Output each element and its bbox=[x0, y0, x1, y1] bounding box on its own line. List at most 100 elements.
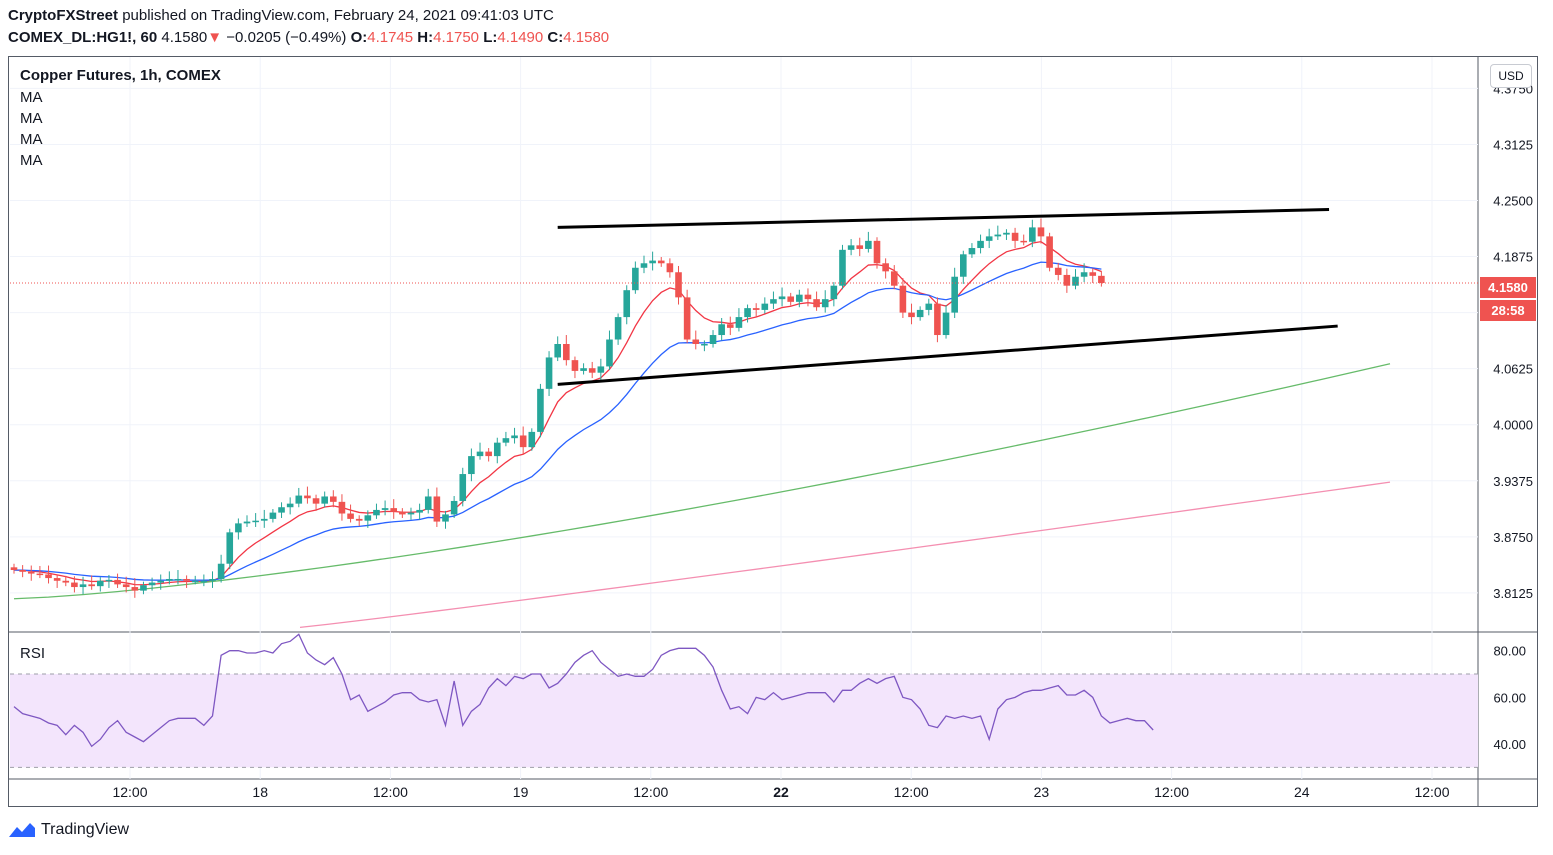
candle-body bbox=[640, 263, 648, 268]
candle-body bbox=[459, 474, 467, 501]
candle-body bbox=[53, 578, 61, 581]
price-tick-label: 4.0000 bbox=[1493, 418, 1533, 433]
symbol: COMEX_DL:HG1!, 60 bbox=[8, 29, 158, 46]
candle-body bbox=[890, 271, 898, 286]
candle-body bbox=[105, 579, 113, 582]
candle-body bbox=[847, 245, 855, 250]
price-tick-label: 3.8125 bbox=[1493, 586, 1533, 601]
candle-body bbox=[942, 312, 950, 336]
candle-body bbox=[45, 574, 52, 579]
candle-body bbox=[692, 339, 700, 344]
candle-body bbox=[778, 296, 786, 300]
candle-body bbox=[252, 520, 259, 523]
ma-legend-4[interactable]: MA bbox=[20, 152, 43, 169]
candle-body bbox=[882, 263, 889, 272]
tradingview-logo[interactable]: TradingView bbox=[8, 821, 129, 839]
candle-body bbox=[675, 272, 682, 298]
moving-average-line bbox=[13, 240, 1102, 586]
candle-body bbox=[191, 580, 199, 583]
candle-body bbox=[1020, 240, 1028, 243]
channel-lower-trendline bbox=[557, 324, 1338, 386]
candle-body bbox=[71, 582, 78, 588]
candle-body bbox=[968, 248, 976, 255]
candle-body bbox=[416, 509, 423, 513]
candle-body bbox=[468, 456, 475, 475]
price-tick-label: 4.3125 bbox=[1493, 137, 1533, 152]
candle-body bbox=[960, 254, 967, 277]
candle-body bbox=[450, 500, 458, 515]
candle-body bbox=[295, 495, 303, 504]
candle-body bbox=[813, 299, 820, 308]
candle-body bbox=[217, 563, 225, 579]
candle-body bbox=[131, 587, 139, 591]
candle-body bbox=[502, 438, 510, 443]
candle-body bbox=[683, 297, 691, 340]
candle-body bbox=[1011, 232, 1019, 241]
candle-body bbox=[122, 584, 130, 588]
candle-body bbox=[726, 324, 734, 328]
candle-body bbox=[994, 234, 1002, 237]
high-value: 4.1750 bbox=[433, 29, 480, 46]
price-tick-label: 4.2500 bbox=[1493, 194, 1533, 209]
brand-name: TradingView bbox=[41, 821, 130, 838]
candle-body bbox=[537, 388, 544, 432]
ma-legend-2[interactable]: MA bbox=[20, 110, 43, 127]
candle-body bbox=[485, 451, 492, 457]
candle-body bbox=[571, 360, 579, 371]
candle-body bbox=[62, 580, 70, 583]
candle-body bbox=[97, 580, 104, 587]
rsi-band bbox=[10, 674, 1478, 768]
price-tick-label: 4.0625 bbox=[1493, 362, 1533, 377]
currency-button[interactable]: USD bbox=[1490, 64, 1532, 88]
candle-body bbox=[278, 507, 285, 513]
published-text: published on TradingView.com, February 2… bbox=[118, 7, 554, 24]
chart-frame bbox=[8, 56, 1538, 807]
candle-body bbox=[166, 578, 173, 581]
publisher-name: CryptoFXStreet bbox=[8, 7, 119, 24]
price-tick-label: 3.8750 bbox=[1493, 530, 1533, 545]
candle-body bbox=[744, 308, 751, 318]
candle-body bbox=[623, 290, 631, 318]
candle-body bbox=[554, 344, 561, 358]
candle-body bbox=[373, 509, 380, 516]
candle-body bbox=[934, 303, 941, 336]
candle-body bbox=[79, 584, 87, 588]
candle-body bbox=[528, 431, 536, 448]
candle-body bbox=[209, 578, 216, 581]
candle-body bbox=[588, 368, 596, 373]
candle-body bbox=[286, 503, 294, 508]
candle-body bbox=[985, 236, 993, 241]
candle-body bbox=[183, 578, 190, 581]
candle-body bbox=[1003, 232, 1010, 235]
candle-body bbox=[442, 514, 449, 522]
time-tick-label: 22 bbox=[773, 784, 789, 800]
rsi-legend[interactable]: RSI bbox=[20, 645, 46, 662]
close-label: C: bbox=[547, 29, 564, 46]
ma-legend-1[interactable]: MA bbox=[20, 89, 43, 106]
candle-body bbox=[200, 580, 208, 583]
rsi-tick-label: 80.00 bbox=[1493, 644, 1526, 659]
time-tick-label: 12:00 bbox=[112, 784, 147, 800]
candle-body bbox=[36, 573, 44, 576]
rsi-line bbox=[13, 633, 1154, 748]
candle-body bbox=[19, 570, 26, 572]
candle-body bbox=[424, 496, 432, 510]
tradingview-icon bbox=[9, 823, 35, 837]
candle-body bbox=[114, 579, 121, 585]
candle-body bbox=[519, 435, 527, 448]
low-value: 4.1490 bbox=[497, 29, 544, 46]
candle-body bbox=[804, 294, 812, 300]
candle-body bbox=[355, 518, 363, 521]
candle-body bbox=[925, 303, 933, 310]
channel-upper-trendline bbox=[557, 207, 1330, 229]
candle-body bbox=[649, 260, 656, 264]
candle-body bbox=[977, 240, 984, 249]
candle-body bbox=[493, 442, 501, 457]
close-value: 4.1580 bbox=[563, 29, 610, 46]
candle-body bbox=[718, 324, 725, 336]
ma-legend-3[interactable]: MA bbox=[20, 131, 43, 148]
candle-body bbox=[752, 308, 760, 310]
time-tick-label: 23 bbox=[1034, 784, 1050, 800]
candle-body bbox=[476, 451, 484, 457]
